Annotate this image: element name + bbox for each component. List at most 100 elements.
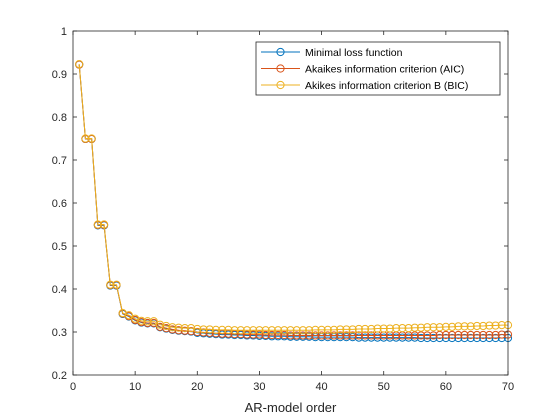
series-3-point <box>286 326 295 335</box>
series-3-point <box>242 326 252 335</box>
series-2-point <box>416 331 426 340</box>
series-3-point <box>416 323 426 332</box>
series-3-point <box>485 321 494 330</box>
legend-label: Minimal loss function <box>305 47 403 59</box>
series-3-point <box>249 326 258 335</box>
series-3-point <box>168 323 177 332</box>
series-3-point <box>298 326 308 335</box>
series-2-point <box>255 330 264 339</box>
series-3-point <box>180 324 189 333</box>
series-3-point <box>360 324 370 334</box>
legend: Minimal loss function Akaikes information… <box>255 41 501 96</box>
series-3-point <box>460 322 469 331</box>
series-2-point <box>460 330 469 340</box>
series-3-point <box>93 220 102 229</box>
series-2-point <box>491 330 500 340</box>
series-3-point <box>255 326 264 335</box>
series-2-point <box>441 330 450 340</box>
series-3-point <box>292 326 301 335</box>
legend-marker <box>276 47 285 57</box>
series-3-point <box>305 326 314 335</box>
series-3-point <box>267 326 276 335</box>
legend-label: Akaikes information criterion (AIC) <box>305 64 464 76</box>
series-3-point <box>373 324 382 333</box>
series-3-point <box>385 324 395 333</box>
series-2-point <box>447 330 457 340</box>
series-2-point <box>479 330 488 340</box>
series-3-point <box>87 134 96 143</box>
series-3-point <box>472 321 482 331</box>
series-2-point <box>367 331 376 340</box>
series-3-point <box>273 326 283 335</box>
series-2-point <box>348 331 357 340</box>
x-tick-label: 50 <box>378 381 390 393</box>
series-3-point <box>348 325 357 334</box>
series-2-point <box>249 330 258 339</box>
series-3-point <box>441 322 450 331</box>
series-2-point <box>360 331 370 340</box>
series-layer <box>75 60 513 343</box>
y-tick-label: 0.5 <box>52 241 67 253</box>
series-3-point <box>323 325 332 334</box>
series-3-point <box>205 325 214 334</box>
series-2-point <box>317 331 326 340</box>
series-2-point <box>454 330 463 340</box>
series-2-point <box>292 331 301 340</box>
legend-label: Akikes information criterion B (BIC) <box>305 80 468 92</box>
x-tick-label: 60 <box>440 381 452 393</box>
series-3-point <box>479 321 488 331</box>
y-tick-label: 0.2 <box>52 370 67 382</box>
series-3-point <box>218 325 227 334</box>
series-2-point <box>472 330 482 340</box>
y-tick-label: 0.6 <box>52 198 67 210</box>
series-3-point <box>230 326 239 335</box>
series-3-point <box>124 311 134 320</box>
series-3-point <box>423 323 432 332</box>
series-2-point <box>435 330 444 340</box>
series-3-point <box>99 220 109 229</box>
legend-marker <box>276 64 285 73</box>
series-2-point <box>273 330 283 340</box>
series-3-point <box>174 323 183 332</box>
series-3-point <box>143 317 152 326</box>
series-2-point <box>466 330 475 340</box>
series-2-point <box>497 330 506 339</box>
x-tick-label: 10 <box>129 381 141 393</box>
series-3-point <box>336 325 345 334</box>
series-2-point <box>298 331 308 340</box>
series-3-point <box>199 325 208 334</box>
x-axis-title: AR-model order <box>245 400 337 415</box>
series-3-point <box>329 325 339 334</box>
y-tick-label: 0.4 <box>52 284 67 296</box>
series-3-point <box>311 325 320 334</box>
x-tick-label: 20 <box>191 381 203 393</box>
series-2-point <box>410 331 419 340</box>
series-2-point <box>336 331 345 340</box>
series-3-point <box>392 324 401 333</box>
series-3-point <box>186 324 196 333</box>
series-2-point <box>280 330 289 340</box>
series-2-point <box>267 330 276 340</box>
series-2-point <box>168 325 177 334</box>
series-2-point <box>162 324 171 333</box>
series-3-point <box>137 316 146 325</box>
series-2-point <box>155 322 165 331</box>
y-tick-label: 0.7 <box>52 155 67 167</box>
series-3-point <box>466 322 475 331</box>
legend-item-2: Akaikes information criterion (AIC) <box>261 64 464 76</box>
series-3-point <box>155 320 165 329</box>
series-2-point <box>286 331 295 340</box>
series-2-point <box>323 331 332 340</box>
series-3-point <box>491 321 500 330</box>
series-3-point <box>429 323 438 332</box>
series-2-point <box>305 331 314 340</box>
series-3-point <box>211 325 221 334</box>
x-tick-label: 40 <box>315 381 327 393</box>
series-3-point <box>261 326 270 335</box>
x-tick-label: 0 <box>70 381 76 393</box>
axes-layer: 0 10 20 30 40 50 60 70 0.2 0.3 0.4 0.5 0.6 0.7 0.8 0.9 1 <box>52 26 514 393</box>
legend-item-1: Minimal loss function <box>261 47 403 59</box>
series-3-point <box>435 323 444 332</box>
series-2-point <box>429 331 438 340</box>
